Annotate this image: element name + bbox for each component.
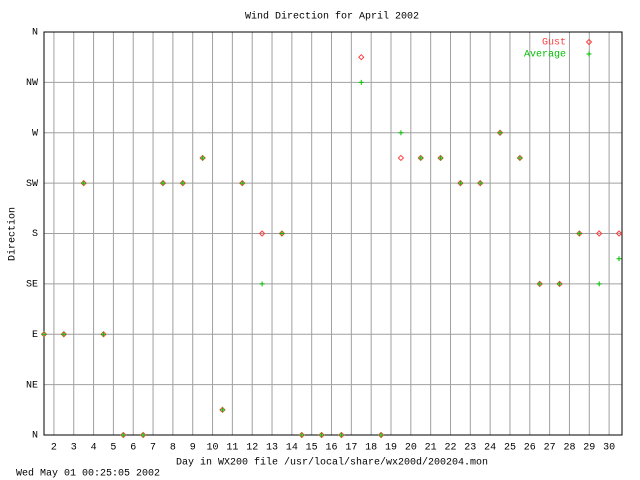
data-point	[616, 256, 622, 262]
data-point	[417, 154, 424, 162]
y-tick-label: N	[32, 28, 38, 39]
data-point	[595, 230, 603, 237]
data-point	[199, 154, 206, 162]
data-point	[120, 432, 126, 438]
x-tick-label: 26	[524, 443, 536, 454]
legend-marker	[585, 38, 593, 46]
x-tick-label: 22	[444, 443, 456, 454]
x-tick-label: 5	[110, 443, 116, 454]
data-point	[576, 231, 582, 236]
data-point	[615, 230, 623, 237]
data-point	[338, 432, 344, 438]
x-tick-label: 3	[71, 443, 77, 454]
data-point	[378, 432, 384, 438]
legend-label: Gust	[542, 38, 566, 49]
x-tick-label: 11	[226, 443, 238, 454]
data-point	[358, 79, 364, 85]
x-tick-label: 30	[603, 443, 615, 454]
x-tick-label: 8	[170, 443, 176, 454]
x-tick-label: 12	[246, 443, 258, 454]
data-point	[516, 154, 524, 162]
data-point	[81, 180, 87, 186]
x-tick-label: 2	[51, 443, 57, 454]
data-point	[557, 281, 563, 287]
y-tick-label: W	[32, 128, 38, 139]
data-point	[358, 53, 365, 61]
x-tick-label: 20	[405, 443, 417, 454]
x-axis-label: Day in WX200 file /usr/local/share/wx200…	[176, 457, 488, 469]
data-point	[437, 154, 444, 162]
data-point	[279, 231, 285, 236]
data-point	[299, 432, 305, 438]
x-tick-label: 9	[190, 443, 196, 454]
data-point	[259, 281, 265, 287]
x-tick-label: 15	[306, 443, 318, 454]
data-point	[596, 281, 602, 287]
data-point	[200, 155, 206, 161]
x-tick-label: 14	[286, 443, 298, 454]
data-point	[537, 281, 543, 287]
y-tick-label: NW	[26, 78, 38, 89]
data-point	[219, 406, 226, 414]
x-tick-label: 23	[464, 443, 476, 454]
x-tick-label: 28	[563, 443, 575, 454]
data-point	[418, 155, 424, 161]
x-tick-label: 6	[130, 443, 136, 454]
data-point	[517, 155, 523, 161]
x-tick-label: 18	[365, 443, 377, 454]
data-point	[438, 155, 444, 161]
x-tick-label: 25	[504, 443, 516, 454]
legend-label: Average	[524, 50, 566, 61]
y-tick-label: SE	[26, 280, 38, 291]
data-point	[100, 331, 106, 337]
x-tick-label: 24	[484, 443, 496, 454]
x-tick-label: 13	[266, 443, 278, 454]
footer: Wed May 01 00:25:05 2002	[16, 468, 160, 480]
y-tick-label: E	[32, 330, 38, 341]
x-tick-label: 10	[207, 443, 219, 454]
x-tick-label: 16	[326, 443, 338, 454]
data-point	[239, 180, 245, 186]
legend-marker	[586, 51, 592, 57]
y-tick-label: SW	[26, 179, 38, 190]
x-tick-label: 19	[385, 443, 397, 454]
data-point	[41, 331, 47, 337]
data-point	[219, 407, 225, 413]
x-tick-label: 21	[425, 443, 437, 454]
data-point	[497, 130, 503, 136]
data-point	[398, 130, 404, 136]
x-tick-label: 29	[583, 443, 595, 454]
x-tick-label: 4	[91, 443, 97, 454]
y-tick-label: S	[32, 229, 38, 240]
data-point	[61, 331, 67, 337]
y-axis-label: Direction	[7, 207, 19, 261]
x-tick-label: 27	[544, 443, 556, 454]
chart-title: Wind Direction for April 2002	[245, 11, 419, 23]
data-point	[319, 432, 325, 438]
y-tick-label: N	[32, 431, 38, 442]
data-point	[397, 154, 405, 162]
data-point	[457, 180, 463, 186]
data-point	[140, 432, 146, 438]
data-point	[258, 230, 266, 237]
data-point	[180, 180, 186, 186]
data-point	[477, 180, 483, 186]
x-tick-label: 17	[345, 443, 357, 454]
data-point	[160, 180, 166, 186]
y-tick-label: NE	[26, 380, 38, 391]
x-tick-label: 7	[150, 443, 156, 454]
